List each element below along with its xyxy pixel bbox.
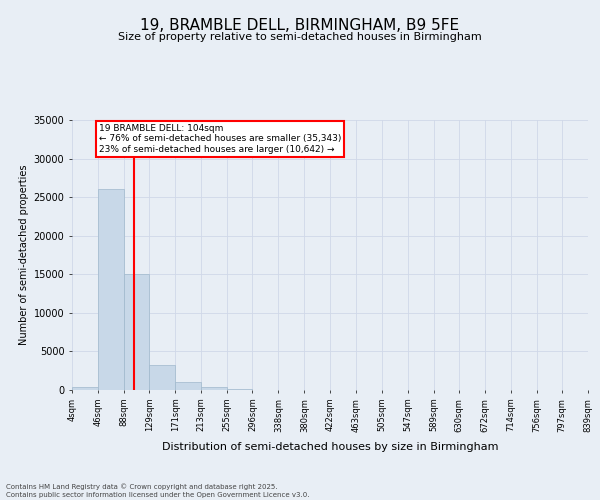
Text: Size of property relative to semi-detached houses in Birmingham: Size of property relative to semi-detach…	[118, 32, 482, 42]
Text: Contains HM Land Registry data © Crown copyright and database right 2025.
Contai: Contains HM Land Registry data © Crown c…	[6, 484, 310, 498]
Bar	[124, 274, 149, 390]
Text: Distribution of semi-detached houses by size in Birmingham: Distribution of semi-detached houses by …	[162, 442, 498, 452]
Text: 19, BRAMBLE DELL, BIRMINGHAM, B9 5FE: 19, BRAMBLE DELL, BIRMINGHAM, B9 5FE	[140, 18, 460, 32]
Text: 19 BRAMBLE DELL: 104sqm
← 76% of semi-detached houses are smaller (35,343)
23% o: 19 BRAMBLE DELL: 104sqm ← 76% of semi-de…	[98, 124, 341, 154]
Bar	[175, 382, 201, 390]
Bar	[72, 387, 98, 390]
Bar	[201, 387, 227, 390]
Y-axis label: Number of semi-detached properties: Number of semi-detached properties	[19, 165, 29, 345]
Bar	[98, 188, 124, 390]
Bar	[227, 389, 253, 390]
Bar	[149, 364, 175, 390]
